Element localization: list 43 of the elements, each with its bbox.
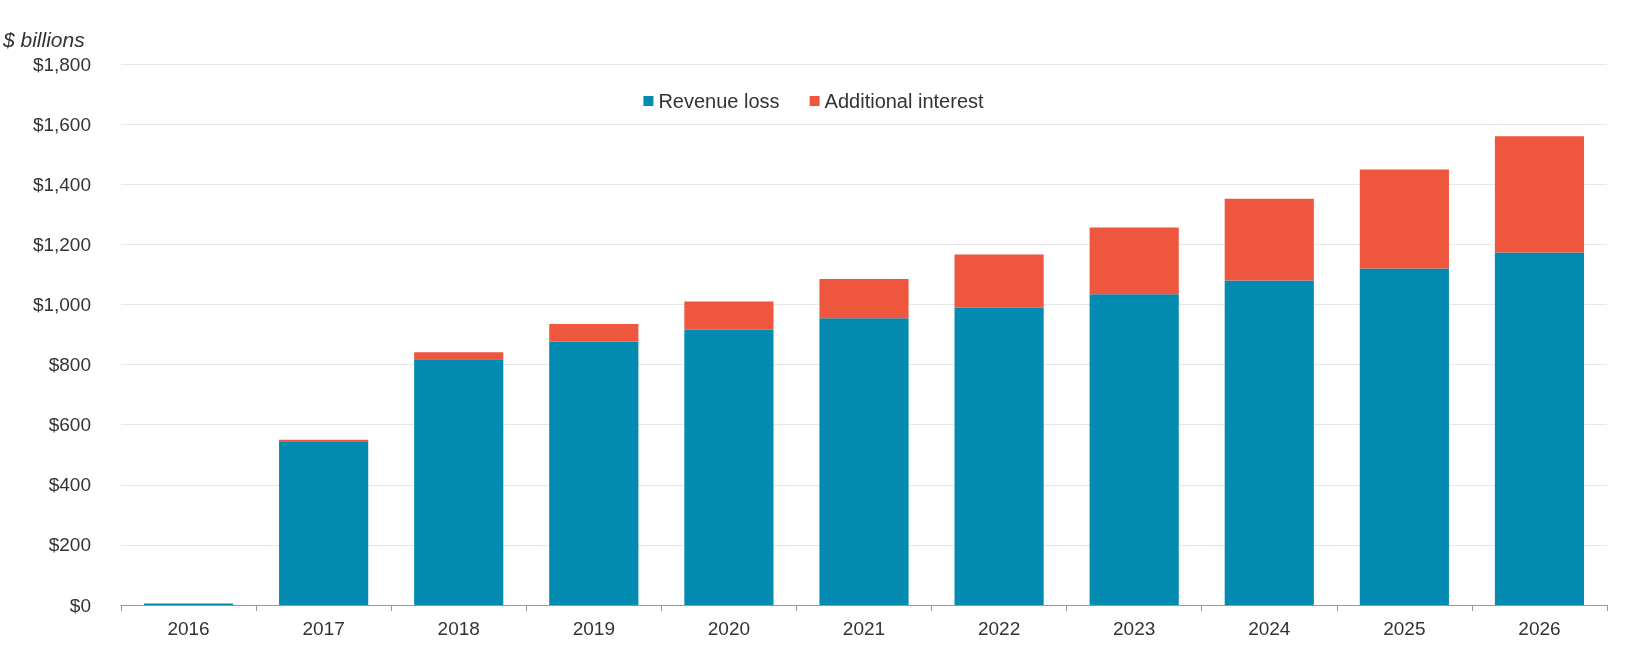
- y-axis-title: $ billions: [2, 28, 86, 51]
- x-tick-label: 2018: [437, 618, 480, 639]
- y-tick-label: $0: [69, 594, 91, 616]
- y-tick-label: $200: [48, 534, 91, 556]
- bar: [954, 254, 1044, 308]
- x-tick-label: 2026: [1518, 618, 1561, 639]
- legend-label: Revenue loss: [658, 90, 780, 112]
- x-tick-label: 2024: [1248, 618, 1291, 639]
- y-tick-label: $1,600: [32, 113, 91, 135]
- bar: [1359, 268, 1449, 605]
- y-tick-label: $1,000: [32, 293, 91, 315]
- bar: [684, 329, 774, 605]
- x-tick-label: 2022: [977, 618, 1021, 639]
- x-tick-label: 2017: [302, 618, 345, 639]
- bar: [1089, 294, 1179, 605]
- bar: [1494, 252, 1585, 605]
- bar: [819, 278, 909, 319]
- x-tick-label: 2019: [572, 618, 615, 639]
- bar: [819, 318, 909, 605]
- y-tick-label: $1,400: [32, 173, 91, 195]
- bar: [1224, 198, 1314, 281]
- bar: [279, 441, 369, 605]
- bar: [1224, 280, 1314, 605]
- bar: [1494, 136, 1585, 253]
- bar: [549, 323, 639, 342]
- legend-label: Additional interest: [824, 90, 985, 112]
- x-tick-label: 2025: [1383, 618, 1426, 639]
- bar: [1089, 227, 1179, 295]
- y-tick-label: $600: [48, 414, 91, 436]
- x-tick-label: 2021: [842, 618, 886, 639]
- bar: [414, 359, 504, 605]
- bar: [954, 307, 1044, 605]
- bar: [1359, 169, 1449, 269]
- y-tick-label: $400: [48, 474, 91, 496]
- bar: [414, 352, 504, 360]
- y-tick-label: $800: [48, 354, 91, 376]
- y-tick-label: $1,200: [32, 233, 91, 255]
- y-tick-label: $1,800: [32, 53, 91, 75]
- x-tick-label: 2016: [167, 618, 210, 639]
- x-tick-label: 2023: [1113, 618, 1156, 639]
- x-tick-label: 2020: [707, 618, 751, 639]
- bar: [549, 341, 639, 605]
- bar: [684, 301, 774, 330]
